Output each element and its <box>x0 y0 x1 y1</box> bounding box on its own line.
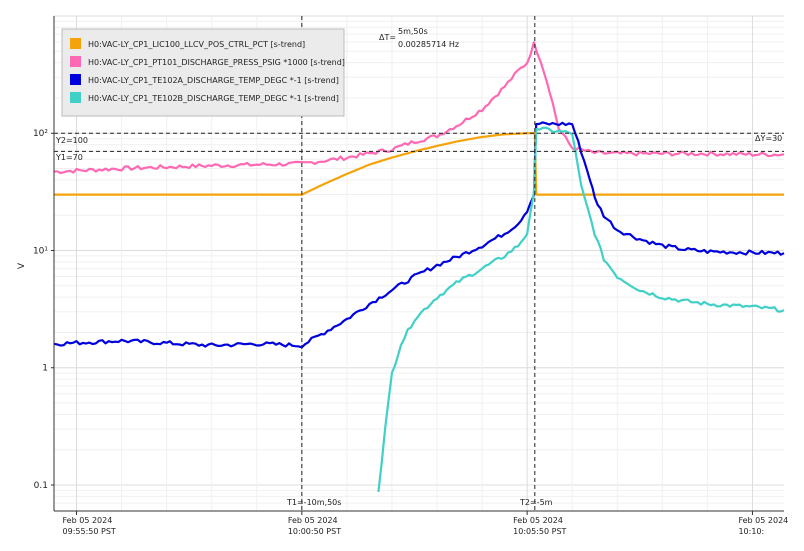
series-layer <box>53 41 785 493</box>
axis-layer: V <box>17 16 784 512</box>
x-tick-label-time: 10:10: <box>738 527 764 536</box>
legend-entry-label: H0:VAC-LY_CP1_PT101_DISCHARGE_PRESS_PSIG… <box>88 58 345 67</box>
y-tick-label: 10¹ <box>33 246 48 256</box>
delta-t-label: ΔT= <box>379 33 396 42</box>
x-tick-label-time: 10:05:50 PST <box>513 527 566 536</box>
legend-swatch <box>70 74 81 85</box>
x-tick-label-date: Feb 05 2024 <box>63 516 113 525</box>
legend-items: H0:VAC-LY_CP1_LIC100_LLCV_POS_CTRL_PCT [… <box>70 38 345 103</box>
delta-t-value: 5m,50s <box>398 27 428 36</box>
t2-cursor-label: T2=-5m <box>519 498 553 507</box>
y2-cursor-label: Y2=100 <box>55 136 88 145</box>
legend-entry-label: H0:VAC-LY_CP1_TE102A_DISCHARGE_TEMP_DEGC… <box>88 76 339 85</box>
x-tick-label-date: Feb 05 2024 <box>513 516 563 525</box>
grid-layer <box>54 15 784 512</box>
legend-entry-label: H0:VAC-LY_CP1_LIC100_LLCV_POS_CTRL_PCT [… <box>88 40 305 49</box>
legend-swatch <box>70 56 81 67</box>
cursor-layer <box>54 16 784 511</box>
legend-box <box>61 28 345 117</box>
series-line-2 <box>53 41 785 175</box>
legend[interactable]: H0:VAC-LY_CP1_LIC100_LLCV_POS_CTRL_PCT [… <box>61 28 345 117</box>
y-tick-label: 1 <box>42 364 48 374</box>
t1-cursor-label: T1=-10m,50s <box>286 498 341 507</box>
legend-swatch <box>70 38 81 49</box>
legend-swatch <box>70 92 81 103</box>
legend-entry-label: H0:VAC-LY_CP1_TE102B_DISCHARGE_TEMP_DEGC… <box>88 94 339 103</box>
y-tick-label: 10² <box>33 129 48 139</box>
delta-y-label: ΔY=30 <box>755 134 782 143</box>
x-tick-label-time: 10:00:50 PST <box>288 527 341 536</box>
series-line-1 <box>54 132 784 196</box>
delta-t-frequency: 0.00285714 Hz <box>398 40 459 49</box>
series-line-3 <box>53 121 785 349</box>
tick-layer: 0.1 1 10¹ 10² Feb 05 2024 09:55:50 PST Feb 05 … <box>33 129 788 536</box>
x-tick-label-date: Feb 05 2024 <box>288 516 338 525</box>
x-tick-label-date: Feb 05 2024 <box>738 516 788 525</box>
y-tick-label: 0.1 <box>34 481 48 491</box>
x-tick-label-time: 09:55:50 PST <box>63 527 116 536</box>
series-line-4 <box>377 126 785 493</box>
y-axis-label: V <box>17 262 27 269</box>
y1-cursor-label: Y1=70 <box>55 153 83 162</box>
